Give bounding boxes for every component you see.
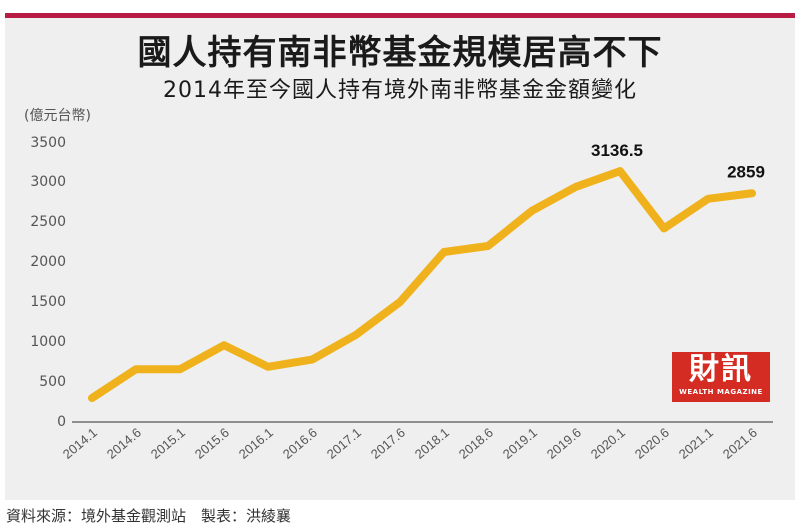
x-tick-label: 2016.1 [236,425,276,462]
y-tick-label: 2000 [30,254,66,270]
x-axis-labels: 2014.1 2014.6 2015.1 2015.6 2016.1 2016.6 2017… [60,425,760,462]
x-tick-label: 2020.1 [588,425,628,462]
x-tick-label: 2018.1 [412,425,452,462]
y-tick-label: 500 [39,374,66,390]
top-accent-bar [5,13,795,18]
chart-panel [5,18,795,500]
chart-title: 國人持有南非幣基金規模居高不下 [137,33,663,73]
x-tick-label: 2014.6 [104,425,144,462]
logo-main-text: 財訊 [689,352,753,387]
x-tick-label: 2014.1 [60,425,100,462]
x-tick-label: 2015.1 [148,425,188,462]
x-tick-label: 2016.6 [280,425,320,462]
wealth-magazine-logo: 財訊 WEALTH MAGAZINE [672,352,770,402]
x-tick-label: 2017.1 [324,425,364,462]
logo-sub-text: WEALTH MAGAZINE [679,388,763,396]
x-tick-label: 2017.6 [368,425,408,462]
x-tick-label: 2019.6 [544,425,584,462]
y-tick-label: 3500 [30,135,66,151]
x-tick-label: 2020.6 [632,425,672,462]
y-tick-label: 0 [57,414,66,430]
x-tick-label: 2021.6 [720,425,760,462]
source-footer: 資料來源：境外基金觀測站 製表：洪綾襄 [6,507,292,525]
y-tick-label: 1000 [30,334,66,350]
x-tick-label: 2015.6 [192,425,232,462]
y-axis-unit-label: (億元台幣) [24,108,91,124]
peak-value-annotation: 3136.5 [591,141,643,160]
y-tick-label: 2500 [30,214,66,230]
x-tick-label: 2021.1 [676,425,716,462]
x-tick-label: 2018.6 [456,425,496,462]
latest-value-annotation: 2859 [727,162,765,181]
data-series-line [88,167,756,402]
y-tick-label: 3000 [30,174,66,190]
y-tick-label: 1500 [30,294,66,310]
chart-subtitle: 2014年至今國人持有境外南非幣基金金額變化 [163,78,637,103]
x-tick-label: 2019.1 [500,425,540,462]
